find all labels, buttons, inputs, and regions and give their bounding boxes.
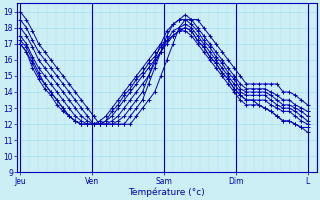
X-axis label: Température (°c): Température (°c) xyxy=(129,187,205,197)
